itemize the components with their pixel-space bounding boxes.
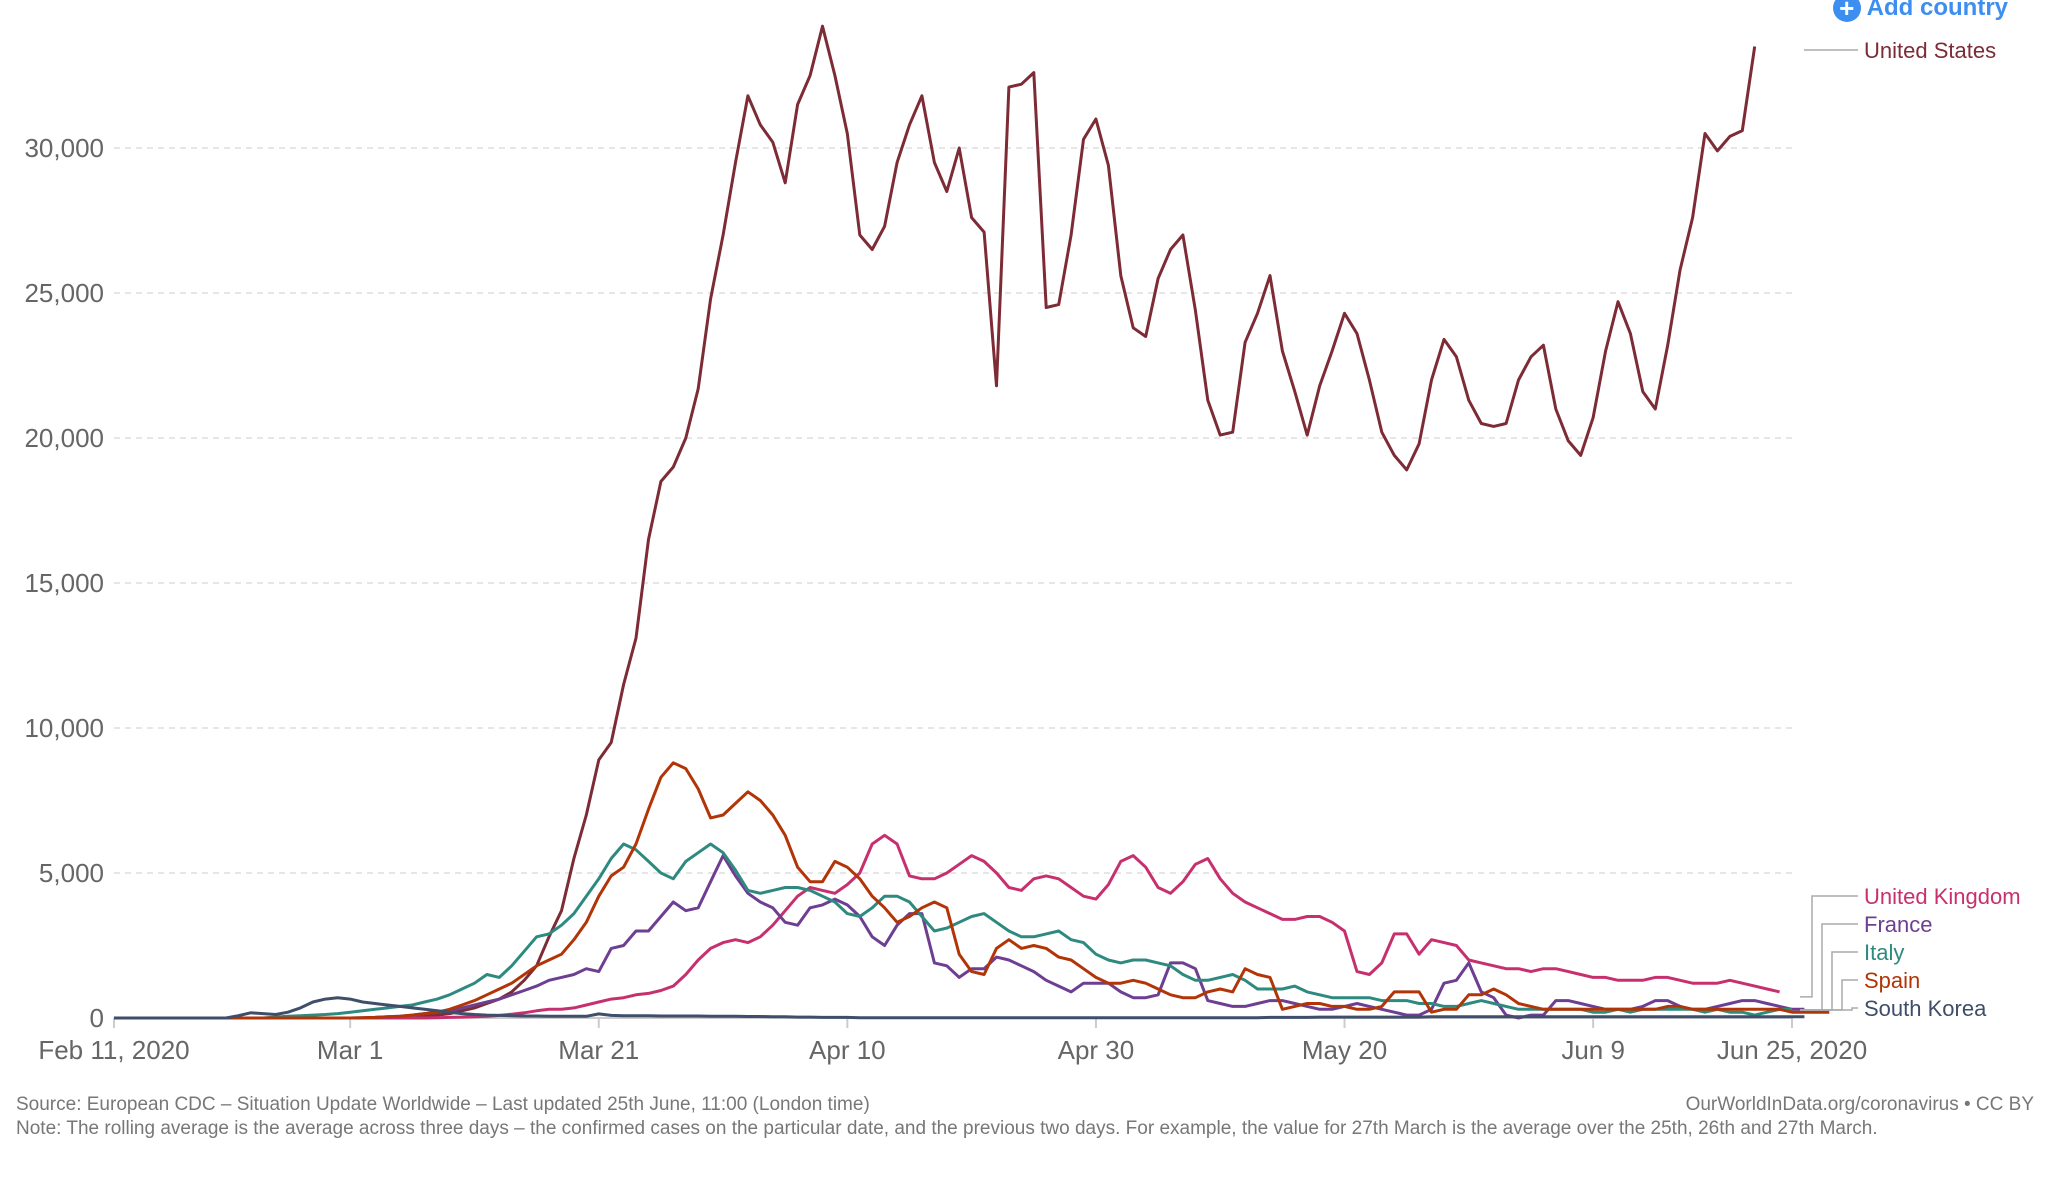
x-tick-label: Jun 25, 2020 (1717, 1035, 1867, 1065)
plus-circle-icon: + (1832, 0, 1861, 22)
legend-leader-line (1800, 979, 1858, 1011)
y-tick-label: 15,000 (24, 568, 104, 598)
footer-source: Source: European CDC – Situation Update … (16, 1093, 1916, 1141)
series-line-south-korea (114, 996, 1805, 1020)
x-tick-label: Apr 30 (1058, 1035, 1135, 1065)
credit-link[interactable]: OurWorldInData.org/coronavirus • CC BY (1685, 1094, 2034, 1115)
source-text: Source: European CDC – Situation Update … (16, 1094, 870, 1115)
y-tick-label: 20,000 (24, 423, 104, 453)
x-tick-label: Mar 21 (558, 1035, 639, 1065)
legend-label: France (1864, 912, 1932, 937)
y-tick-label: 10,000 (24, 713, 104, 743)
x-tick-label: Feb 11, 2020 (38, 1035, 189, 1065)
legend-label: South Korea (1864, 996, 1987, 1021)
legend-label: United States (1864, 38, 1996, 63)
x-axis: Feb 11, 2020 Mar 1 Mar 21 Apr 10 Apr 30 May 2… (38, 1017, 1867, 1065)
y-tick-label: 5,000 (39, 858, 104, 888)
series-lines (114, 24, 1830, 1020)
x-tick-label: May 20 (1302, 1035, 1387, 1065)
legend-label: Spain (1864, 968, 1920, 993)
legend-label: Italy (1864, 940, 1904, 965)
add-country-button[interactable]: + Add country (1832, 0, 2008, 22)
note-text: Note: The rolling average is the average… (16, 1118, 1878, 1139)
x-tick-label: Apr 10 (809, 1035, 886, 1065)
y-axis: 0 5,000 10,000 15,000 20,000 25,000 30,000 (24, 133, 104, 1033)
legend-leader-line (1800, 1007, 1858, 1011)
y-tick-label: 30,000 (24, 133, 104, 163)
x-tick-label: Mar 1 (317, 1035, 383, 1065)
legend-leader-line (1800, 895, 1858, 998)
series-line-france (114, 854, 1805, 1020)
add-country-label: Add country (1866, 0, 2008, 21)
legend: United States United Kingdom France Italy Sp… (1800, 38, 2021, 1021)
series-line-spain (114, 761, 1830, 1020)
y-tick-label: 25,000 (24, 278, 104, 308)
y-tick-label: 0 (90, 1003, 104, 1033)
series-line-united-states (114, 24, 1757, 1020)
x-tick-label: Jun 9 (1561, 1035, 1625, 1065)
gridlines (114, 147, 1792, 874)
legend-label: United Kingdom (1864, 884, 2021, 909)
legend-leader-line (1800, 951, 1858, 1011)
